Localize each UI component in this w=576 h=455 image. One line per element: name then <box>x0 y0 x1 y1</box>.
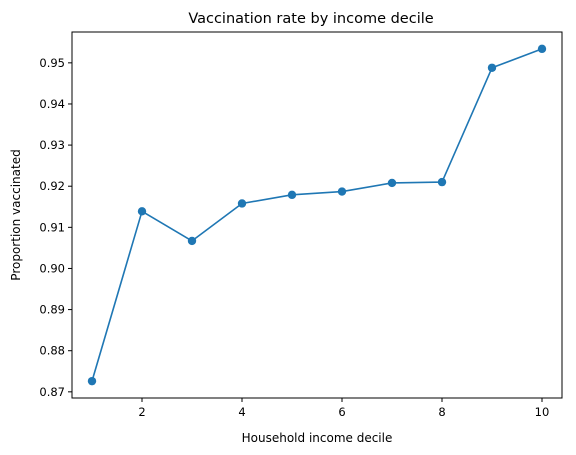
y-tick-label: 0.91 <box>39 220 65 234</box>
data-point <box>538 45 546 53</box>
x-tick-label: 4 <box>238 405 245 419</box>
x-tick-label: 8 <box>438 405 445 419</box>
data-point <box>288 191 296 199</box>
y-tick-label: 0.89 <box>39 303 65 317</box>
y-tick-label: 0.95 <box>39 56 65 70</box>
x-tick-label: 10 <box>535 405 550 419</box>
y-axis-label: Proportion vaccinated <box>9 149 23 280</box>
y-tick-label: 0.92 <box>39 179 65 193</box>
y-tick-label: 0.87 <box>39 385 65 399</box>
data-point <box>438 178 446 186</box>
x-axis-label: Household income decile <box>242 431 393 445</box>
data-point <box>88 377 96 385</box>
x-tick-label: 2 <box>138 405 145 419</box>
data-point <box>188 237 196 245</box>
data-point <box>338 187 346 195</box>
data-point <box>238 199 246 207</box>
y-tick-label: 0.94 <box>39 97 65 111</box>
y-tick-label: 0.90 <box>39 261 65 275</box>
data-point <box>488 64 496 72</box>
data-point <box>138 207 146 215</box>
x-tick-label: 6 <box>338 405 345 419</box>
chart-title: Vaccination rate by income decile <box>188 11 433 27</box>
y-tick-label: 0.88 <box>39 344 65 358</box>
data-point <box>388 179 396 187</box>
y-tick-label: 0.93 <box>39 138 65 152</box>
